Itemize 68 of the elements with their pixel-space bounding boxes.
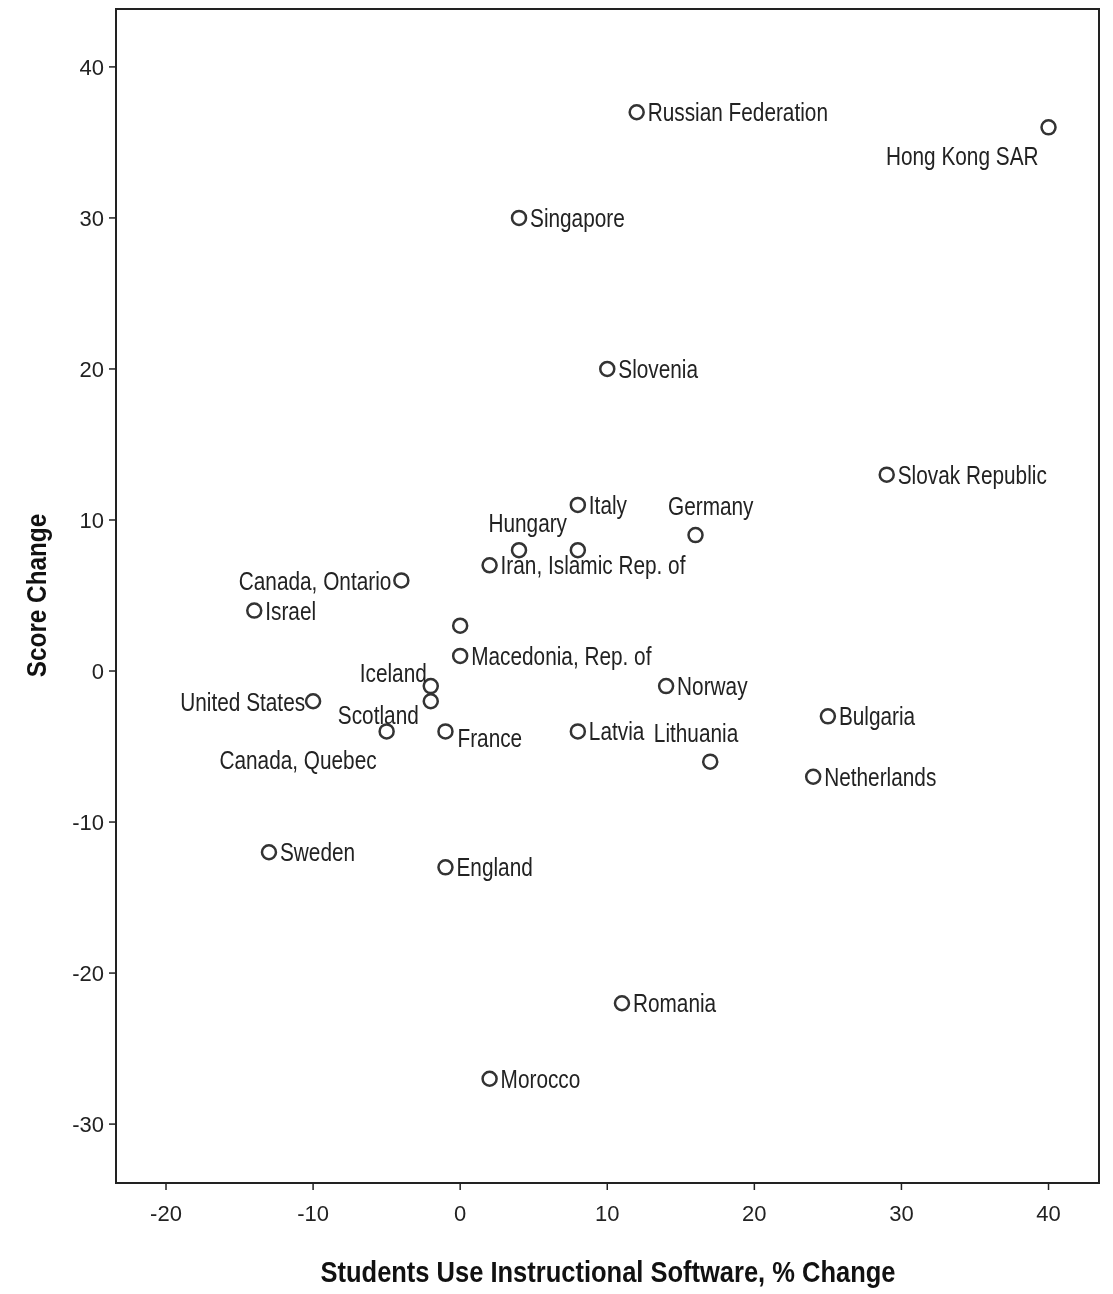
point xyxy=(304,692,322,710)
y-tick-label: 20 xyxy=(79,356,104,382)
y-axis-title: Score Change xyxy=(21,513,52,678)
annotation: Slovak Republic xyxy=(897,460,1047,490)
annotation: Iran, Islamic Rep. of xyxy=(500,551,686,580)
point xyxy=(451,647,469,665)
annotation: Lithuania xyxy=(653,718,740,748)
annotation: Sweden xyxy=(279,838,356,867)
point xyxy=(451,617,469,634)
point xyxy=(246,602,263,619)
x-tick-label: -20 xyxy=(150,1201,182,1226)
point xyxy=(481,557,498,574)
annotation: Israel xyxy=(265,596,317,626)
annotation: Romania xyxy=(632,989,717,1018)
x-axis-title: Students Use Instructional Software, % Change xyxy=(320,1255,896,1289)
x-tick-label: 0 xyxy=(454,1201,467,1226)
y-tick-label: -10 xyxy=(72,810,104,836)
annotation: Canada, Quebec xyxy=(219,746,377,775)
point xyxy=(657,677,675,695)
y-tick-label: 10 xyxy=(79,507,104,533)
annotation: Germany xyxy=(668,491,754,521)
annotation: Morocco xyxy=(500,1064,581,1094)
annotation: Canada, Ontario xyxy=(238,567,392,596)
point xyxy=(819,708,837,725)
annotation: Netherlands xyxy=(824,762,937,792)
annotation: Norway xyxy=(677,671,748,701)
annotation: Hong Kong SAR xyxy=(885,142,1039,171)
point xyxy=(613,995,631,1012)
point xyxy=(437,859,454,876)
y-tick-label: 40 xyxy=(79,54,104,80)
annotation: Hungary xyxy=(488,509,568,538)
point xyxy=(422,692,440,710)
point xyxy=(378,723,395,740)
point xyxy=(569,496,587,514)
point xyxy=(569,723,587,740)
x-tick-label: 10 xyxy=(595,1201,620,1226)
x-tick-label: -10 xyxy=(297,1201,329,1226)
annotation: Slovenia xyxy=(618,354,699,384)
point xyxy=(804,768,822,785)
annotation: Macedonia, Rep. of xyxy=(471,641,652,671)
y-tick-label: -30 xyxy=(72,1112,104,1138)
y-tick-label: 30 xyxy=(79,205,104,231)
annotation: Singapore xyxy=(530,203,625,233)
annotation: England xyxy=(456,853,533,882)
point xyxy=(260,844,278,861)
y-tick-label: -20 xyxy=(72,961,104,987)
annotation: Bulgaria xyxy=(838,702,916,731)
point xyxy=(628,103,645,121)
point xyxy=(599,360,616,378)
annotation: Italy xyxy=(588,490,628,520)
point xyxy=(393,572,410,589)
point xyxy=(701,753,719,770)
point xyxy=(481,1070,498,1088)
x-tick-label: 20 xyxy=(742,1201,767,1226)
point xyxy=(510,209,528,227)
annotation: France xyxy=(457,724,523,753)
annotation: Russian Federation xyxy=(647,98,828,127)
point xyxy=(878,466,895,483)
annotation: Latvia xyxy=(588,717,646,746)
x-tick-label: 40 xyxy=(1036,1201,1061,1226)
annotation: United States xyxy=(180,688,306,717)
point xyxy=(687,526,704,544)
point xyxy=(1040,119,1057,136)
x-tick-label: 30 xyxy=(889,1201,914,1226)
point xyxy=(437,723,454,740)
annotation: Iceland xyxy=(359,658,427,688)
annotation: Scotland xyxy=(337,701,419,730)
y-tick-label: 0 xyxy=(91,659,104,685)
